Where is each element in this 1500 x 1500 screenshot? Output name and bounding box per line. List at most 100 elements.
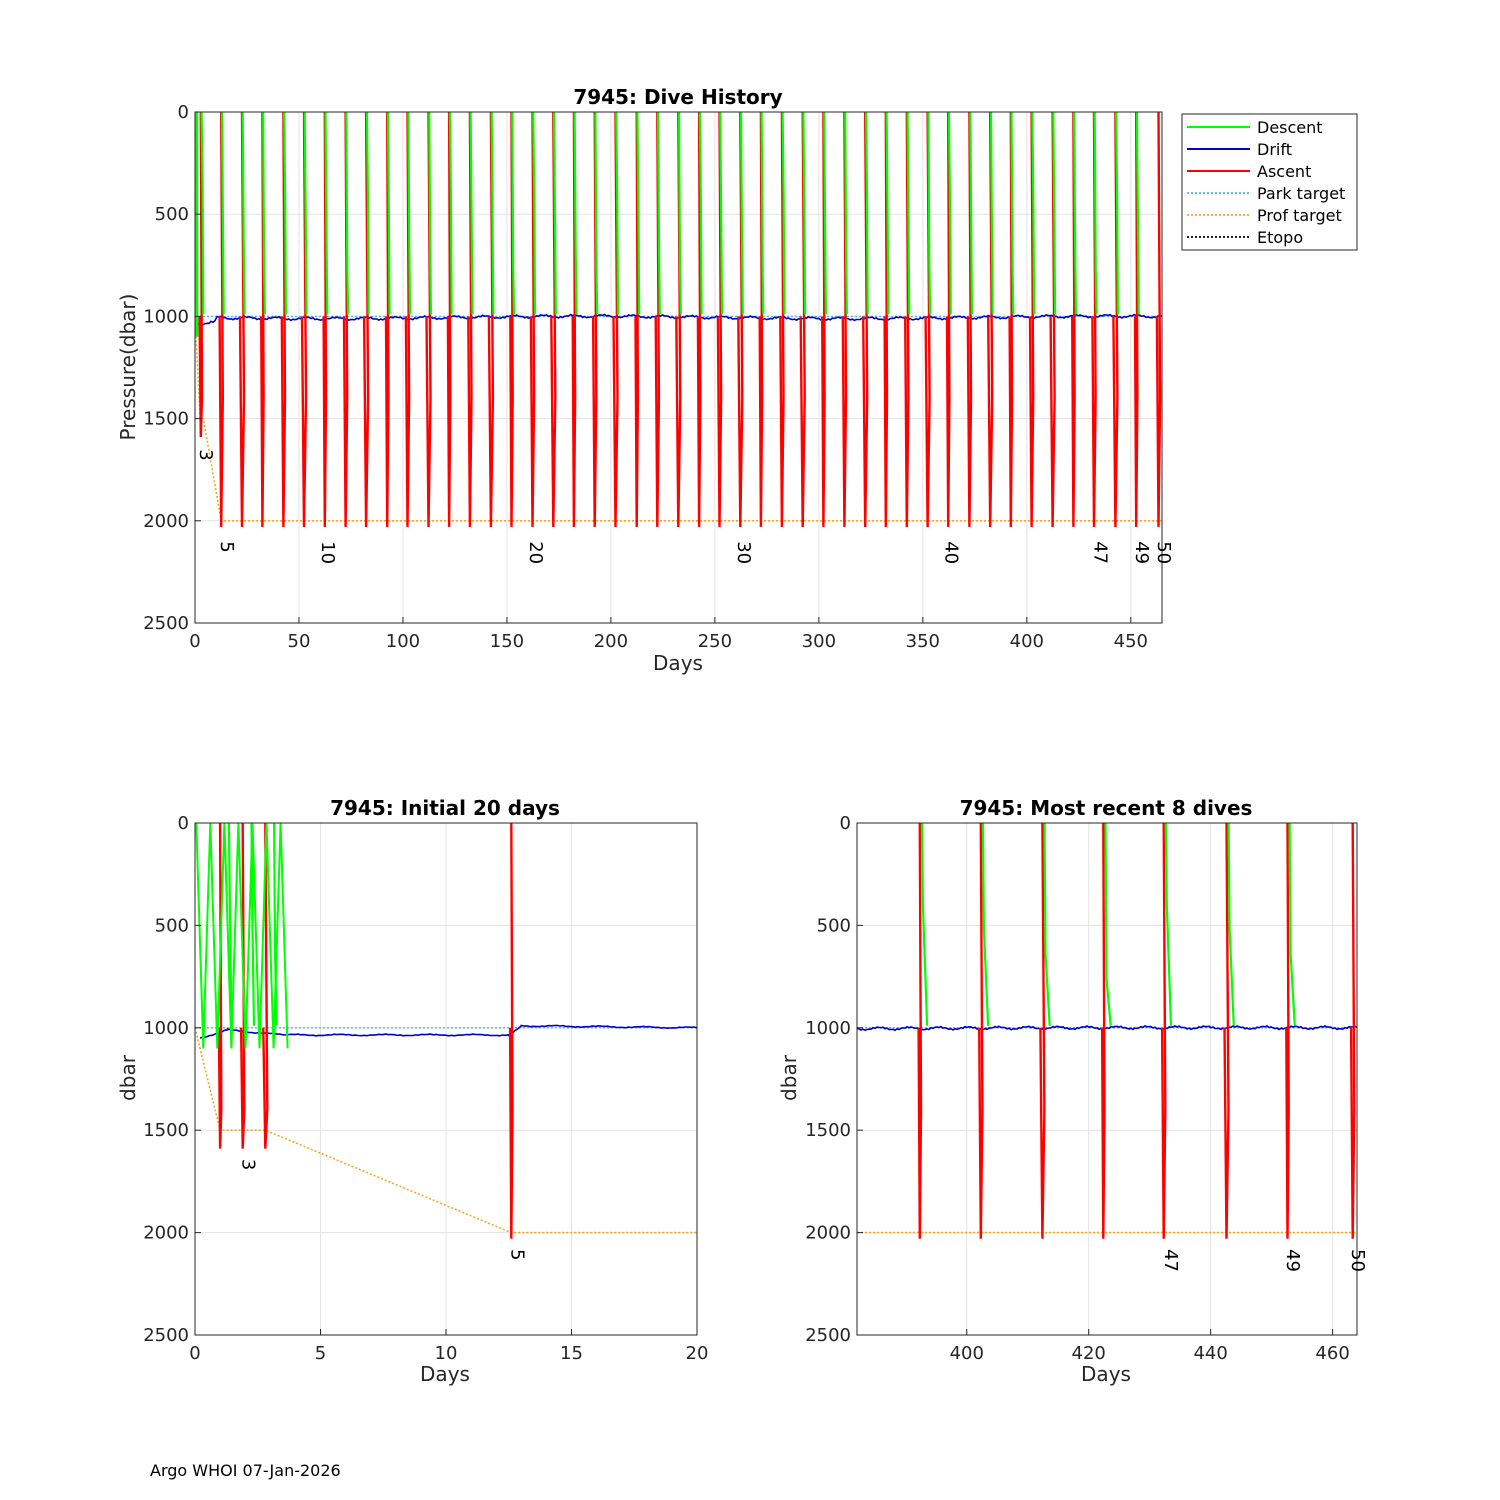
legend-label-descent: Descent	[1257, 118, 1323, 137]
recent-dives-axes: 7945: Most recent 8 dives Days dbar 400 4…	[777, 796, 1368, 1386]
history-ascent-dive	[1155, 112, 1162, 527]
recent-descent-dive	[1104, 823, 1112, 1026]
history-ascent-dive	[1028, 112, 1035, 527]
initial-xtick-label: 15	[560, 1343, 583, 1364]
history-descent-dive	[739, 112, 744, 315]
history-descent-dive	[220, 112, 225, 315]
recent-ascent-dive	[1160, 823, 1167, 1239]
recent-ascent-dive	[978, 823, 984, 1239]
dive-history-title: 7945: Dive History	[573, 85, 782, 109]
history-ascent-dive	[779, 112, 785, 527]
recent-ytick-label: 1000	[805, 1018, 851, 1039]
history-ytick-label: 1000	[143, 306, 189, 327]
recent-descent-dive	[1227, 823, 1235, 1026]
history-descent-dive	[532, 112, 537, 315]
recent-descent-dive	[1164, 823, 1173, 1026]
history-ytick-label: 2500	[143, 613, 189, 634]
history-ytick-label: 2000	[143, 511, 189, 532]
history-ascent-dive	[198, 112, 204, 438]
footer-credit: Argo WHOI 07-Jan-2026	[150, 1461, 341, 1480]
recent-drift-line	[857, 1024, 1357, 1032]
recent-ytick-label: 2000	[805, 1223, 851, 1244]
recent-ascent-dive	[1285, 823, 1290, 1239]
history-plot-area	[195, 112, 1162, 527]
initial-drift-line	[199, 1024, 697, 1039]
recent-ytick-label: 1500	[805, 1120, 851, 1141]
recent-ytick-label: 500	[817, 915, 851, 936]
history-cycle-label: 40	[941, 541, 962, 564]
recent-descent-dive	[920, 823, 929, 1026]
history-ascent-dive	[218, 112, 225, 527]
history-ascent-dive	[404, 112, 411, 527]
history-descent-dive	[345, 112, 350, 315]
history-ascent-dive	[821, 112, 826, 527]
recent-cycle-label: 50	[1347, 1249, 1368, 1272]
history-cycle-label: 20	[525, 541, 546, 564]
history-xtick-label: 0	[189, 631, 200, 652]
history-descent-dive	[864, 112, 869, 315]
initial-ascent-dive	[262, 823, 269, 1149]
history-descent-dive	[677, 112, 682, 315]
recent-ascent-dive	[1100, 823, 1106, 1239]
recent-ytick-label: 2500	[805, 1325, 851, 1346]
history-ytick-label: 1500	[143, 409, 189, 430]
history-ascent-dive	[529, 112, 536, 527]
recent-cycle-label: 49	[1282, 1249, 1303, 1272]
history-descent-dive	[906, 112, 911, 315]
history-descent-dive	[407, 112, 412, 315]
legend-label-drift: Drift	[1257, 140, 1292, 159]
history-ascent-dive	[966, 112, 973, 527]
history-descent-dive	[303, 112, 308, 315]
history-descent-dive	[386, 112, 391, 315]
legend-box	[1181, 113, 1358, 251]
initial-xtick-label: 10	[435, 1343, 458, 1364]
history-descent-dive	[241, 112, 246, 315]
history-cycle-label: 50	[1153, 541, 1174, 564]
history-cycle-label: 47	[1089, 541, 1110, 564]
history-descent-dive	[511, 112, 516, 315]
initial-cycle-label: 5	[506, 1249, 527, 1260]
initial-ytick-label: 1500	[143, 1120, 189, 1141]
recent-descent-series	[920, 823, 1296, 1026]
initial-ytick-label: 0	[178, 813, 189, 834]
dive-history-xlabel: Days	[653, 651, 703, 675]
legend-label-ascent: Ascent	[1257, 162, 1311, 181]
recent-ascent-dive	[1349, 823, 1356, 1239]
history-ascent-dive	[280, 112, 287, 527]
history-descent-dive	[573, 112, 578, 315]
initial-plot-area	[195, 823, 697, 1239]
history-descent-dive	[885, 112, 890, 315]
history-ascent-dive	[571, 112, 577, 527]
history-axes-frame	[194, 111, 1163, 624]
history-descent-dive	[823, 112, 827, 315]
history-deployment-descent	[195, 112, 199, 337]
history-ascent-dive	[904, 112, 910, 527]
initial-ytick-label: 1000	[143, 1018, 189, 1039]
history-cycle-label: 49	[1131, 541, 1152, 564]
history-xtick-label: 250	[698, 631, 732, 652]
history-cycle-label: 5	[216, 541, 237, 552]
history-ascent-dive	[446, 112, 452, 527]
history-descent-dive	[989, 112, 994, 315]
history-descent-dive	[1093, 112, 1098, 315]
history-descent-dive	[552, 112, 557, 315]
recent-axes-frame	[856, 822, 1358, 1336]
history-xtick-label: 50	[288, 631, 311, 652]
recent-dives-xlabel: Days	[1081, 1362, 1131, 1386]
history-ascent-dive	[1133, 112, 1139, 527]
recent-xtick-label: 440	[1193, 1343, 1227, 1364]
history-descent-dive	[656, 112, 661, 315]
legend-label-prof-target: Prof target	[1257, 206, 1342, 225]
recent-xtick-label: 400	[950, 1343, 984, 1364]
history-descent-dive	[719, 112, 724, 315]
history-descent-dive	[927, 112, 932, 315]
history-descent-dive	[1115, 112, 1120, 315]
recent-ascent-series	[917, 823, 1356, 1239]
recent-descent-dive	[1288, 823, 1296, 1026]
history-descent-dive	[698, 112, 703, 315]
history-ascent-dive	[634, 112, 640, 527]
history-ascent-dive	[716, 112, 723, 527]
dive-history-ylabel: Pressure(dbar)	[116, 294, 140, 441]
initial-cycle-label: 3	[238, 1159, 259, 1170]
